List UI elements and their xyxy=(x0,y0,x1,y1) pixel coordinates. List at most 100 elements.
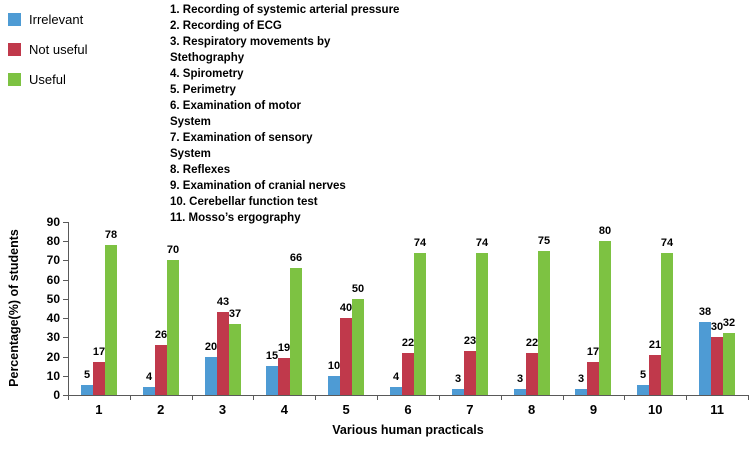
practical-key-line: 1. Recording of systemic arterial pressu… xyxy=(170,4,400,16)
bar-value-label: 37 xyxy=(228,308,242,320)
y-tick-label: 20 xyxy=(46,349,60,364)
x-axis-title: Various human practicals xyxy=(332,423,484,437)
x-tick xyxy=(68,395,69,400)
legend-swatch-useful xyxy=(8,72,21,86)
practical-key-line: 7. Examination of sensory xyxy=(170,132,313,144)
bar-irrelevant xyxy=(266,366,278,395)
y-tick xyxy=(63,298,68,300)
y-tick-label: 70 xyxy=(46,253,60,268)
practical-key-line: 3. Respiratory movements by xyxy=(170,36,331,48)
bar-useful xyxy=(723,333,735,395)
bar-value-label: 32 xyxy=(722,317,736,329)
practical-key-line: System xyxy=(170,116,211,128)
bar-value-label: 20 xyxy=(204,341,218,353)
y-tick xyxy=(63,356,68,358)
practical-key-line: 10. Cerebellar function test xyxy=(170,196,318,208)
bar-value-label: 3 xyxy=(516,373,524,385)
y-tick xyxy=(63,241,68,243)
x-tick-label: 8 xyxy=(528,402,536,417)
bar-value-label: 74 xyxy=(413,237,427,249)
bar-value-label: 4 xyxy=(145,371,153,383)
bar-irrelevant xyxy=(143,387,155,395)
bar-value-label: 26 xyxy=(154,329,168,341)
bar-value-label: 74 xyxy=(660,237,674,249)
practical-key-line: 6. Examination of motor xyxy=(170,100,301,112)
x-tick-label: 7 xyxy=(466,402,474,417)
practical-key-line: 4. Spirometry xyxy=(170,68,244,80)
bar-not-useful xyxy=(278,358,290,395)
bar-irrelevant xyxy=(699,322,711,395)
bar-value-label: 23 xyxy=(463,335,477,347)
bar-useful xyxy=(229,324,241,395)
y-tick-label: 30 xyxy=(46,330,60,345)
bar-useful xyxy=(290,268,302,395)
bar-useful xyxy=(599,241,611,395)
bar-not-useful xyxy=(464,351,476,395)
bar-useful xyxy=(167,260,179,395)
bar-value-label: 74 xyxy=(475,237,489,249)
y-tick-label: 80 xyxy=(46,234,60,249)
practical-key-line: System xyxy=(170,148,211,160)
x-tick xyxy=(748,395,749,400)
bar-value-label: 40 xyxy=(339,302,353,314)
bar-not-useful xyxy=(217,312,229,395)
bar-not-useful xyxy=(402,353,414,395)
bar-not-useful xyxy=(711,337,723,395)
bar-not-useful xyxy=(587,362,599,395)
bar-value-label: 17 xyxy=(92,346,106,358)
x-tick-label: 2 xyxy=(157,402,165,417)
x-tick xyxy=(562,395,564,400)
legend-swatch-not-useful xyxy=(8,42,21,56)
practical-key-line: Stethography xyxy=(170,52,245,64)
practicals-key: 1. Recording of systemic arterial pressu… xyxy=(170,2,500,226)
bar-value-label: 30 xyxy=(710,321,724,333)
x-axis-line xyxy=(68,395,748,396)
x-tick-label: 1 xyxy=(95,402,103,417)
bar-value-label: 17 xyxy=(586,346,600,358)
bar-not-useful xyxy=(649,355,661,395)
bar-value-label: 22 xyxy=(401,337,415,349)
x-tick-label: 11 xyxy=(710,402,724,417)
y-tick xyxy=(63,222,68,223)
bar-value-label: 22 xyxy=(525,337,539,349)
practical-key-line: 9. Examination of cranial nerves xyxy=(170,180,346,192)
y-tick xyxy=(63,318,68,320)
legend-label: Not useful xyxy=(29,41,88,57)
x-tick-label: 9 xyxy=(589,402,598,417)
bar-not-useful xyxy=(155,345,167,395)
y-tick xyxy=(63,395,68,396)
x-tick xyxy=(253,395,255,400)
bar-irrelevant xyxy=(390,387,402,395)
bar-value-label: 5 xyxy=(639,369,647,381)
y-tick-label: 40 xyxy=(46,311,60,326)
x-tick xyxy=(315,395,317,400)
x-tick-label: 6 xyxy=(404,402,412,417)
bar-value-label: 43 xyxy=(216,296,230,308)
bar-irrelevant xyxy=(575,389,587,395)
x-tick xyxy=(438,395,440,400)
bar-value-label: 15 xyxy=(265,350,279,362)
y-tick xyxy=(63,279,68,281)
y-tick xyxy=(63,260,68,262)
x-tick-label: 4 xyxy=(280,402,288,417)
bar-useful xyxy=(352,299,364,395)
bar-value-label: 80 xyxy=(598,225,612,237)
bar-not-useful xyxy=(340,318,352,395)
y-tick-label: 90 xyxy=(46,215,60,229)
bar-value-label: 78 xyxy=(104,229,118,241)
x-tick xyxy=(624,395,626,400)
y-tick-label: 0 xyxy=(53,388,60,402)
bar-value-label: 19 xyxy=(277,342,291,354)
bar-useful xyxy=(661,253,673,395)
bar-value-label: 66 xyxy=(289,252,303,264)
bar-value-label: 50 xyxy=(351,283,365,295)
x-tick xyxy=(191,395,193,400)
bar-useful xyxy=(414,253,426,395)
bar-value-label: 3 xyxy=(454,373,462,385)
x-tick-label: 3 xyxy=(218,402,227,417)
y-axis-title: Percentage(%) of students xyxy=(7,228,21,387)
legend-item-irrelevant: Irrelevant xyxy=(8,4,88,34)
practical-key-line: 11. Mosso’s ergography xyxy=(170,212,301,224)
x-tick xyxy=(686,395,688,400)
